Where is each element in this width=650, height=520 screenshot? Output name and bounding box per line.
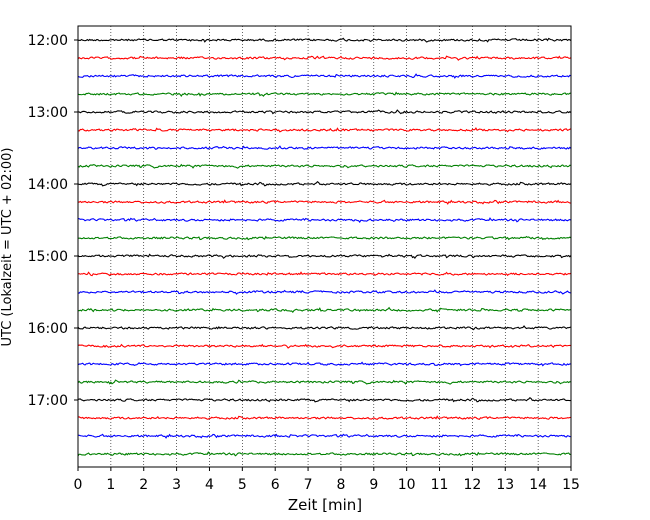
x-tick-label: 8 xyxy=(336,477,345,493)
x-tick-label: 7 xyxy=(304,477,313,493)
trace-1345 xyxy=(77,163,572,169)
y-tick-label: 12:00 xyxy=(28,33,68,49)
x-tick-label: 0 xyxy=(74,477,83,493)
trace-1515 xyxy=(77,271,572,277)
trace-1445 xyxy=(77,235,572,241)
x-tick-label: 11 xyxy=(431,477,449,493)
x-tick-label: 5 xyxy=(238,477,247,493)
trace-1615 xyxy=(77,343,572,349)
trace-1700 xyxy=(77,397,572,403)
x-tick-label: 9 xyxy=(369,477,378,493)
trace-1600 xyxy=(77,325,572,331)
x-tick-label: 15 xyxy=(562,477,580,493)
x-tick-label: 6 xyxy=(271,477,280,493)
x-tick-label: 10 xyxy=(398,477,416,493)
trace-1400 xyxy=(77,181,572,187)
trace-1215 xyxy=(77,55,572,61)
trace-1730 xyxy=(77,433,572,439)
seismic-traces xyxy=(77,37,572,457)
trace-1630 xyxy=(77,361,572,367)
trace-1500 xyxy=(77,253,572,260)
y-tick-label: 15:00 xyxy=(28,249,68,265)
x-tick-label: 1 xyxy=(106,477,115,493)
trace-1715 xyxy=(77,415,572,420)
trace-1230 xyxy=(77,73,572,79)
y-tick-label: 13:00 xyxy=(28,105,68,121)
y-tick-label: 16:00 xyxy=(28,321,68,337)
trace-1330 xyxy=(77,145,572,150)
trace-1430 xyxy=(77,217,572,224)
trace-1745 xyxy=(77,451,572,457)
trace-1315 xyxy=(77,127,572,133)
x-tick-label: 4 xyxy=(205,477,214,493)
x-tick-label: 13 xyxy=(496,477,514,493)
trace-1415 xyxy=(77,199,572,205)
trace-1200 xyxy=(77,37,572,43)
trace-1530 xyxy=(77,289,572,295)
y-tick-label: 14:00 xyxy=(28,177,68,193)
y-axis-label: UTC (Lokalzeit = UTC + 02:00) xyxy=(0,148,15,347)
x-tick-label: 2 xyxy=(139,477,148,493)
y-tick-label: 17:00 xyxy=(28,393,68,409)
trace-1645 xyxy=(77,379,572,385)
trace-1300 xyxy=(77,109,572,115)
x-tick-label: 12 xyxy=(463,477,481,493)
plot-frame xyxy=(77,25,572,468)
trace-1545 xyxy=(77,306,572,314)
y-axis-ticks: 12:00 13:00 14:00 15:00 16:00 17:00 xyxy=(28,33,78,409)
grid-lines xyxy=(110,26,539,467)
x-tick-label: 14 xyxy=(529,477,547,493)
x-axis-label: Zeit [min] xyxy=(288,496,362,514)
trace-1245 xyxy=(77,91,572,97)
x-axis-ticks: 0 1 2 3 4 5 6 7 8 9 10 11 12 13 14 15 xyxy=(74,467,580,493)
x-tick-label: 3 xyxy=(172,477,181,493)
